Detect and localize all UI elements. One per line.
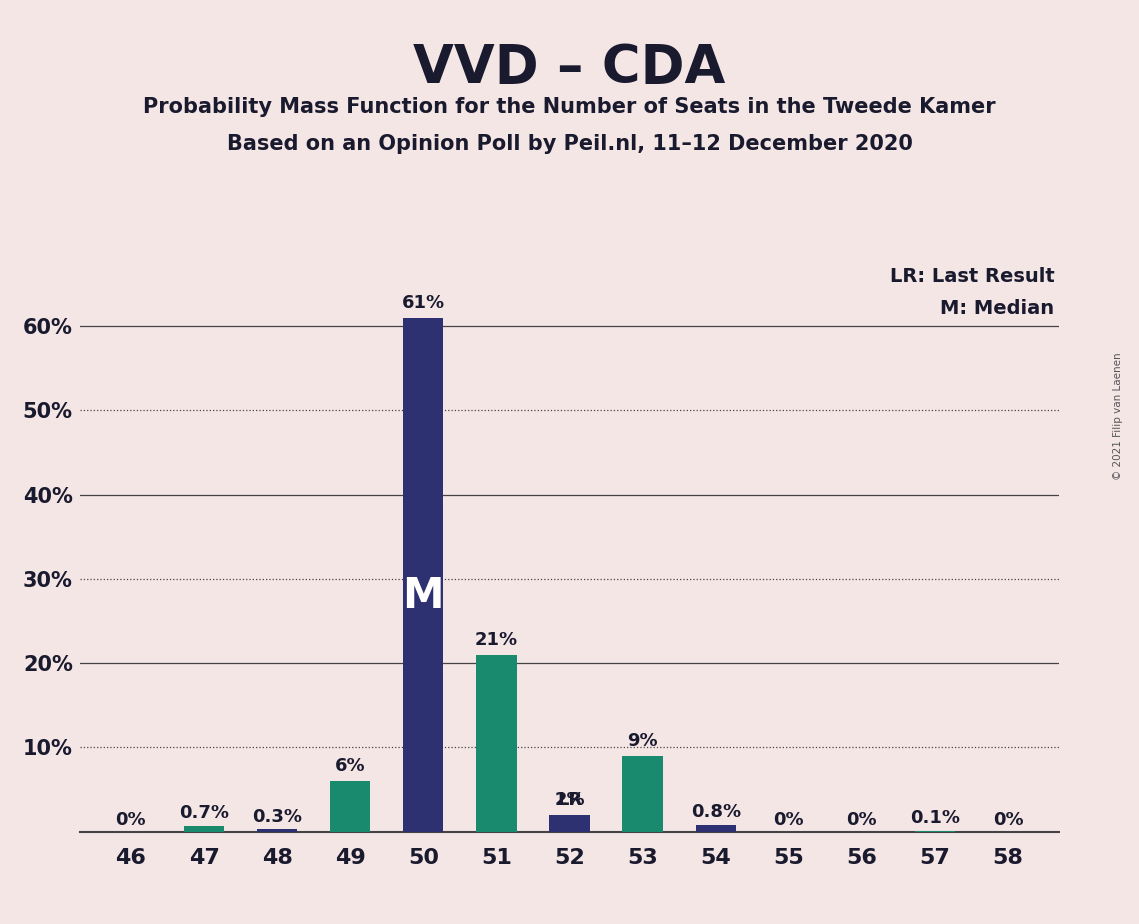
Text: 0%: 0% bbox=[773, 811, 804, 829]
Text: Based on an Opinion Poll by Peil.nl, 11–12 December 2020: Based on an Opinion Poll by Peil.nl, 11–… bbox=[227, 134, 912, 154]
Bar bbox=[696, 825, 736, 832]
Text: 21%: 21% bbox=[475, 631, 518, 649]
Bar bbox=[623, 756, 663, 832]
Text: © 2021 Filip van Laenen: © 2021 Filip van Laenen bbox=[1114, 352, 1123, 480]
Text: 0.7%: 0.7% bbox=[179, 804, 229, 822]
Text: 0.8%: 0.8% bbox=[690, 804, 740, 821]
Bar bbox=[257, 829, 297, 832]
Text: M: Median: M: Median bbox=[941, 298, 1055, 318]
Bar bbox=[549, 815, 590, 832]
Text: 6%: 6% bbox=[335, 757, 366, 775]
Bar bbox=[330, 781, 370, 832]
Text: 9%: 9% bbox=[628, 732, 658, 750]
Text: 61%: 61% bbox=[402, 294, 445, 311]
Bar bbox=[476, 655, 516, 832]
Bar bbox=[183, 826, 224, 832]
Text: 0%: 0% bbox=[115, 811, 146, 829]
Text: M: M bbox=[402, 575, 444, 616]
Text: VVD – CDA: VVD – CDA bbox=[413, 42, 726, 93]
Text: Probability Mass Function for the Number of Seats in the Tweede Kamer: Probability Mass Function for the Number… bbox=[144, 97, 995, 117]
Text: 2%: 2% bbox=[555, 791, 584, 808]
Text: 0%: 0% bbox=[993, 811, 1024, 829]
Text: 0%: 0% bbox=[846, 811, 877, 829]
Text: LR: LR bbox=[557, 791, 582, 808]
Bar bbox=[403, 318, 443, 832]
Text: 0.3%: 0.3% bbox=[252, 808, 302, 826]
Text: 0.1%: 0.1% bbox=[910, 809, 960, 827]
Text: LR: Last Result: LR: Last Result bbox=[890, 267, 1055, 286]
